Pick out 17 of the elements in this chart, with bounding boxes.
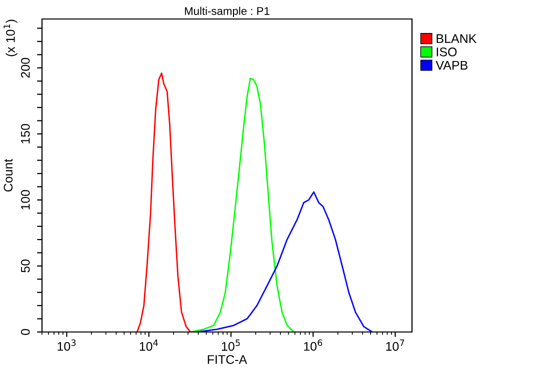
x-axis-title: FITC-A (208, 355, 248, 364)
legend-label: BLANK (436, 34, 477, 43)
x-tick-label: 10$^{7}$ (386, 340, 404, 351)
x-tick-label: 10$^{3}$ (58, 339, 76, 351)
x-tick-label: 10$^{5}$ (222, 340, 240, 351)
y-tick-label: 150 (20, 124, 30, 144)
x-tick-label: 10$^{6}$ (304, 339, 322, 351)
y-tick-label: 0 (20, 329, 30, 335)
text: (x 10$^{1}$) (4, 20, 18, 56)
chart-title: Multi-sample : P1 (185, 6, 270, 18)
y-tick-label: 200 (20, 58, 30, 78)
legend-label: VAPB (436, 60, 468, 70)
y-tick-label: 100 (20, 190, 30, 210)
y-axis-title: Count (4, 158, 13, 192)
legend-label: ISO (436, 48, 457, 56)
y-tick-label: 50 (20, 260, 30, 272)
x-tick-label: 10$^{4}$ (140, 340, 158, 351)
